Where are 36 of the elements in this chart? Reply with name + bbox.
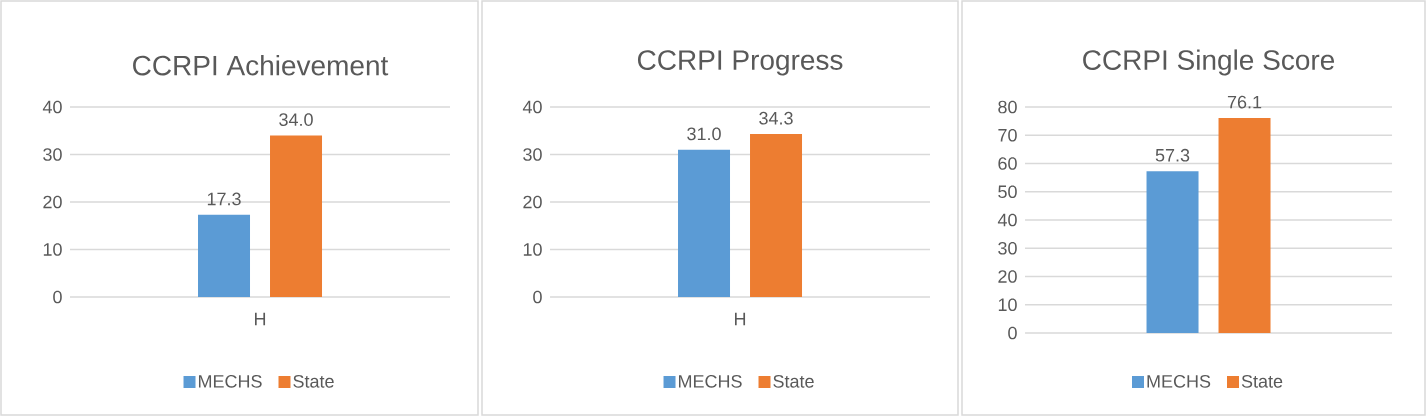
legend-label: State <box>1241 374 1283 388</box>
data-label: 17.3 <box>207 192 241 206</box>
y-tick-label: 40 <box>997 213 1017 227</box>
y-tick-label: 40 <box>42 100 62 114</box>
chart-title: CCRPI Single Score <box>1083 49 1335 76</box>
y-tick-label: 10 <box>43 243 62 256</box>
chart-title: CCRPI Progress <box>637 50 843 76</box>
y-tick-label: 20 <box>43 195 62 209</box>
legend-label: State <box>773 374 814 388</box>
y-tick-label: 0 <box>533 290 542 304</box>
x-tick-label: H <box>735 312 746 326</box>
y-tick-label: 20 <box>523 195 542 209</box>
legend-label: MECHS <box>1147 374 1211 388</box>
y-tick-label: 10 <box>523 243 542 256</box>
data-label: 31.0 <box>687 127 721 141</box>
y-tick-label: 40 <box>522 100 542 114</box>
legend-label: MECHS <box>678 374 742 388</box>
y-tick-label: 60 <box>998 157 1017 170</box>
y-tick-label: 70 <box>998 128 1017 142</box>
data-label: 34.0 <box>279 113 313 126</box>
y-tick-label: 20 <box>998 270 1017 283</box>
legend-label: MECHS <box>198 374 262 388</box>
data-label: 76.1 <box>1227 95 1262 109</box>
data-label: 34.3 <box>759 111 793 125</box>
y-tick-label: 10 <box>998 298 1017 312</box>
x-tick-label: H <box>255 312 266 326</box>
y-tick-label: 80 <box>998 100 1017 114</box>
y-tick-label: 30 <box>998 241 1017 255</box>
y-tick-label: 0 <box>1008 326 1017 340</box>
y-tick-label: 0 <box>53 290 62 304</box>
y-tick-label: 30 <box>523 148 542 161</box>
y-tick-label: 50 <box>998 185 1017 199</box>
legend-label: State <box>293 374 334 388</box>
data-label: 57.3 <box>1155 148 1190 162</box>
y-tick-label: 30 <box>43 148 62 161</box>
chart-title: CCRPI Achievement <box>133 54 389 76</box>
